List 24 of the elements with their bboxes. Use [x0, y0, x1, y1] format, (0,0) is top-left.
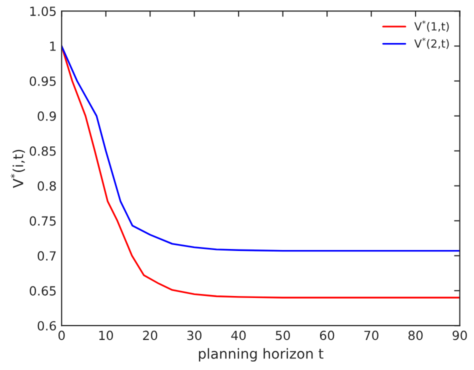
x-tick-label: 30 — [187, 330, 202, 340]
x-tick-label: 0 — [58, 330, 65, 340]
x-tick-label: 10 — [99, 330, 113, 340]
legend-label: V$^{*}$(2,t) — [414, 38, 449, 50]
y-tick-label: 0.75 — [30, 216, 56, 226]
x-tick-label: 50 — [276, 330, 290, 340]
y-tick-label: 0.6 — [38, 321, 56, 331]
x-tick-label: 90 — [452, 330, 467, 340]
legend-label: V$^{*}$(1,t) — [414, 20, 449, 32]
x-axis-title: planning horizon t — [198, 348, 324, 362]
y-tick-label: 1.05 — [30, 6, 56, 16]
x-tick-label: 80 — [408, 330, 423, 340]
y-tick-label: 0.95 — [30, 76, 56, 86]
y-tick-label: 0.8 — [38, 181, 56, 191]
y-tick-label: 1 — [50, 42, 56, 51]
x-tick-label: 60 — [320, 330, 334, 340]
y-tick-label: 0.7 — [38, 251, 56, 261]
x-tick-label: 20 — [143, 330, 158, 340]
x-tick-label: 40 — [231, 330, 246, 340]
y-axis-title: V$^{*}$(i,t) — [10, 150, 25, 188]
y-tick-label: 0.9 — [38, 111, 56, 121]
y-tick-label: 0.85 — [30, 146, 56, 156]
x-tick-label: 70 — [364, 330, 378, 340]
y-tick-label: 0.65 — [30, 286, 56, 296]
